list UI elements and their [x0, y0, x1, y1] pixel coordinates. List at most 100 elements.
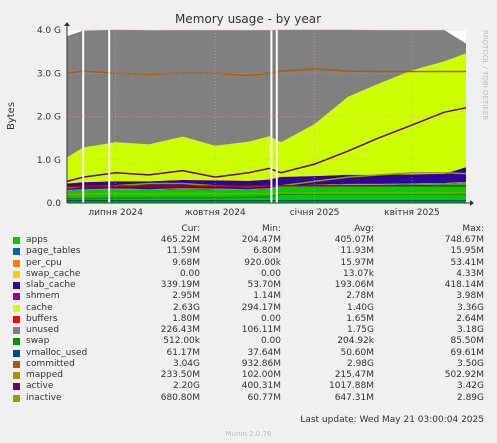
line-swap — [67, 193, 466, 200]
legend-max: 4.33M — [456, 268, 484, 279]
legend-row-inactive: inactive 680.80M 60.77M 647.31M 2.89G — [0, 393, 497, 404]
legend-row-active: active 2.20G 400.31M 1017.88M 3.42G — [0, 381, 497, 392]
x-tick-label-0: липня 2024 — [88, 208, 143, 218]
legend-label: page_tables — [26, 246, 81, 257]
legend-avg: 13.07k — [343, 268, 374, 279]
chart-title: Memory usage - by year — [175, 12, 321, 26]
legend-max: 3.36G — [456, 302, 484, 313]
legend-avg: 15.97M — [340, 257, 374, 268]
legend-label: unused — [26, 325, 60, 335]
legend-label: cache — [26, 302, 53, 313]
legend-row-shmem: shmem 2.95M 1.14M 2.78M 3.98M — [0, 291, 497, 302]
legend-label: swap — [26, 336, 50, 347]
legend-cur: 512.00k — [163, 336, 200, 347]
legend-max: 85.50M — [450, 336, 484, 347]
y-tick-label-3: 3.0 G — [37, 69, 61, 79]
legend-max: 2.89G — [456, 392, 484, 403]
legend-row-unused: unused 226.43M 106.11M 1.75G 3.18G — [0, 325, 497, 336]
legend-avg: 1017.88M — [329, 381, 374, 392]
legend-avg: 647.31M — [334, 392, 374, 403]
legend-cur: 61.17M — [166, 347, 200, 358]
legend-swatch — [13, 293, 20, 301]
legend-cur: 339.19M — [160, 280, 200, 290]
legend-swatch — [13, 315, 20, 323]
legend-cur: 2.20G — [172, 381, 200, 392]
legend-cur: 465.22M — [160, 235, 200, 245]
legend-avg: 204.92k — [337, 336, 374, 347]
legend-max: 3.98M — [456, 291, 484, 302]
legend-swatch — [13, 248, 20, 256]
legend-cur: 3.04G — [172, 358, 200, 369]
legend-swatch — [13, 259, 20, 267]
legend-label: slab_cache — [26, 280, 76, 290]
legend-row-page-tables: page_tables 11.59M 6.80M 11.93M 15.95M — [0, 246, 497, 257]
legend-max: 53.41M — [450, 257, 484, 268]
y-tick-label-2: 2.0 G — [37, 113, 61, 123]
munin-version: Munin 2.0.76 — [225, 430, 272, 438]
legend-swatch — [13, 383, 20, 391]
area-page-tables — [67, 182, 466, 191]
legend-max: 2.64M — [456, 313, 484, 324]
watermark: RRDTOOL / TOBI OETIKER — [481, 30, 489, 120]
legend-label: buffers — [26, 313, 58, 324]
legend-min: 1.14M — [253, 291, 281, 302]
legend-min: 204.47M — [241, 235, 281, 245]
legend-label: apps — [26, 235, 48, 245]
legend-cur: 0.00 — [179, 268, 200, 279]
legend-cur: 11.59M — [166, 246, 200, 257]
legend-swatch — [13, 394, 20, 402]
last-update: Last update: Wed May 21 03:00:04 2025 — [300, 415, 484, 425]
legend-row-slab-cache: slab_cache 339.19M 53.70M 193.06M 418.14M — [0, 280, 497, 291]
legend-max: 748.67M — [444, 235, 484, 245]
x-tick-label-2: січня 2025 — [290, 208, 340, 218]
legend-max: 3.50G — [456, 358, 484, 369]
legend-swatch — [13, 372, 20, 379]
x-tick-label-3: квітня 2025 — [384, 208, 440, 218]
legend-min: 0.00 — [260, 313, 281, 324]
legend-row-committed: committed 3.04G 932.86M 2.98G 3.50G — [0, 359, 497, 370]
legend-max: 15.95M — [450, 246, 484, 257]
legend-row-swap-cache: swap_cache 0.00 0.00 13.07k 4.33M — [0, 269, 497, 280]
line-committed — [66, 68, 466, 77]
header-max: Max: — [462, 224, 484, 234]
legend-max: 3.42G — [456, 381, 484, 392]
legend-label: swap_cache — [26, 268, 81, 279]
legend-max: 418.14M — [444, 280, 484, 290]
header-min: Min: — [261, 224, 281, 234]
legend-cur: 2.95M — [172, 291, 200, 302]
gap-marker-0 — [82, 30, 85, 203]
area-cache — [67, 53, 466, 184]
y-tick-label-1: 1.0 G — [37, 156, 61, 166]
legend-label: per_cpu — [26, 257, 62, 268]
legend-min: 0.00 — [260, 336, 281, 347]
legend-avg: 215.47M — [334, 370, 374, 380]
legend-avg: 1.40G — [346, 302, 374, 313]
y-axis-ticks: 0.0 1.0 G 2.0 G 3.0 G 4.0 G — [37, 26, 61, 209]
legend-min: 932.86M — [241, 358, 281, 369]
header-cur: Cur: — [181, 224, 200, 234]
legend-swatch — [13, 237, 20, 244]
legend-row-cache: cache 2.63G 294.17M 1.40G 3.36G — [0, 303, 497, 314]
legend-min: 6.80M — [253, 246, 281, 257]
x-axis-ticks: липня 2024 жовтня 2024 січня 2025 квітня 20… — [88, 208, 439, 218]
legend-cur: 233.50M — [160, 370, 200, 380]
legend-max: 3.18G — [456, 325, 484, 335]
legend-max: 69.61M — [450, 347, 484, 358]
x-tick-label-1: жовтня 2024 — [185, 208, 246, 218]
legend-label: committed — [26, 358, 75, 369]
gap-marker-3 — [275, 30, 278, 203]
legend-label: vmalloc_used — [26, 347, 88, 358]
x-axis-arrow — [470, 200, 474, 206]
legend-swatch — [13, 270, 20, 278]
legend-cur: 9.68M — [172, 257, 200, 268]
legend-row-swap: swap 512.00k 0.00 204.92k 85.50M — [0, 336, 497, 347]
legend-cur: 226.43M — [160, 325, 200, 335]
legend-label: shmem — [26, 291, 60, 302]
line-mapped — [67, 192, 467, 196]
legend-avg: 1.65M — [346, 313, 374, 324]
legend-min: 60.77M — [247, 392, 281, 403]
legend-min: 400.31M — [241, 381, 281, 392]
legend-min: 0.00 — [260, 268, 281, 279]
legend-avg: 11.93M — [340, 246, 374, 257]
